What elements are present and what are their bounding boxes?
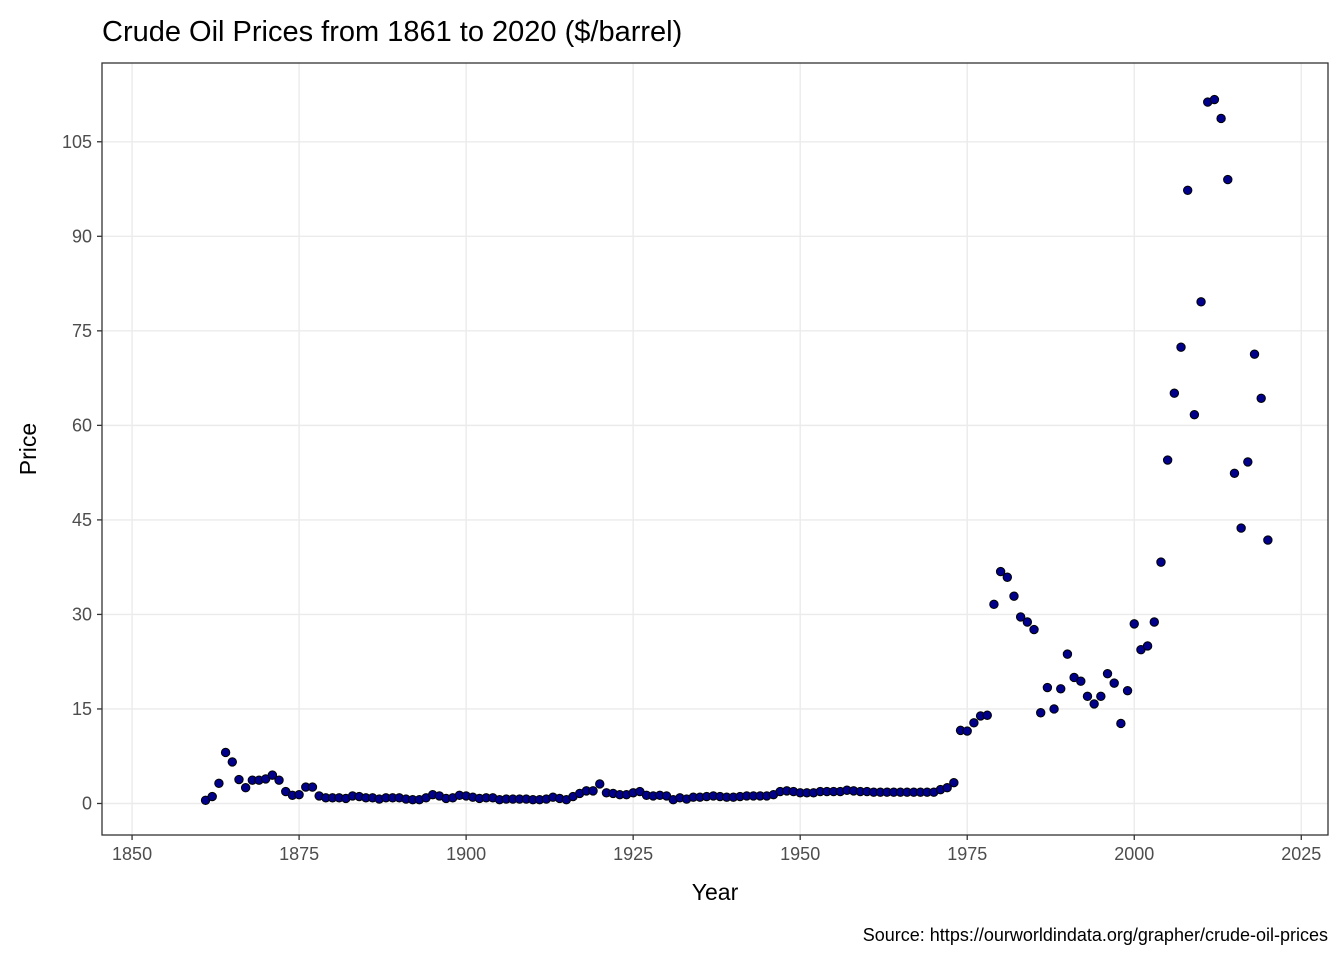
data-point	[240, 783, 251, 793]
data-point	[1156, 557, 1166, 567]
data-point	[969, 718, 979, 728]
x-tick-label: 2000	[1114, 844, 1154, 864]
y-axis: 0 15 30 45 60 75 90 105	[62, 132, 102, 813]
data-point	[227, 757, 237, 767]
data-point	[220, 747, 231, 758]
data-point	[1002, 572, 1013, 582]
data-point	[1149, 617, 1159, 627]
data-point	[1056, 684, 1066, 694]
data-point	[1256, 393, 1266, 403]
data-point	[1196, 297, 1206, 307]
x-tick-label: 1850	[112, 844, 152, 864]
data-point	[588, 786, 598, 796]
y-tick-label: 60	[72, 415, 92, 435]
data-point	[1216, 113, 1226, 124]
data-point	[1022, 617, 1033, 627]
data-point	[1129, 619, 1139, 629]
x-tick-label: 2025	[1281, 844, 1321, 864]
x-tick-label: 1875	[279, 844, 319, 864]
data-point	[942, 783, 952, 793]
x-tick-label: 1950	[780, 844, 820, 864]
data-point	[207, 791, 217, 802]
x-axis: 1850 1875 1900 1925 1950 1975 2000 2025	[112, 835, 1321, 864]
panel-border	[101, 62, 1329, 836]
x-tick-label: 1975	[947, 844, 987, 864]
data-point	[1009, 591, 1019, 601]
y-tick-label: 15	[72, 699, 92, 719]
y-axis-title: Price	[15, 423, 41, 475]
data-point	[982, 710, 992, 720]
data-point	[1169, 388, 1180, 398]
data-point	[1142, 641, 1153, 651]
x-axis-title: Year	[692, 879, 739, 905]
x-tick-label: 1900	[446, 844, 486, 864]
data-point	[1109, 678, 1119, 688]
data-point	[274, 775, 284, 785]
data-point	[1029, 624, 1039, 635]
data-point	[1076, 676, 1086, 686]
data-point	[1036, 708, 1046, 718]
data-point	[962, 726, 972, 736]
data-point	[1189, 409, 1200, 420]
data-point	[1209, 94, 1220, 105]
data-point	[1116, 718, 1126, 729]
y-tick-label: 30	[72, 604, 92, 624]
y-tick-label: 105	[62, 132, 92, 152]
data-point	[1015, 612, 1026, 622]
data-point	[1263, 535, 1273, 545]
x-tick-label: 1925	[613, 844, 653, 864]
data-point	[1182, 185, 1193, 196]
data-point	[949, 777, 959, 788]
data-point	[294, 789, 304, 800]
data-point	[1122, 685, 1133, 696]
data-point	[1249, 349, 1260, 359]
data-point	[1102, 668, 1113, 679]
data-point	[1236, 523, 1246, 533]
data-point	[214, 778, 224, 789]
data-point	[307, 782, 318, 792]
gridlines	[102, 63, 1328, 835]
data-point	[1162, 455, 1173, 465]
data-point	[234, 774, 244, 785]
data-point	[1229, 468, 1240, 478]
data-point	[1082, 691, 1093, 702]
y-tick-label: 90	[72, 226, 92, 246]
chart-title: Crude Oil Prices from 1861 to 2020 ($/ba…	[102, 16, 682, 48]
data-point	[989, 599, 999, 610]
data-point	[595, 779, 605, 789]
data-point	[1089, 699, 1099, 709]
data-points	[200, 94, 1273, 806]
data-point	[1049, 704, 1059, 714]
data-point	[995, 566, 1006, 577]
y-tick-label: 75	[72, 321, 92, 341]
y-tick-label: 0	[82, 793, 92, 813]
data-point	[1243, 457, 1253, 467]
data-point	[267, 770, 278, 780]
y-tick-label: 45	[72, 510, 92, 530]
data-point	[1223, 174, 1233, 185]
data-point	[1096, 691, 1106, 702]
source-caption: Source: https://ourworldindata.org/graph…	[863, 925, 1328, 945]
data-point	[1042, 682, 1053, 693]
data-point	[1176, 342, 1186, 352]
data-point	[1062, 649, 1073, 659]
